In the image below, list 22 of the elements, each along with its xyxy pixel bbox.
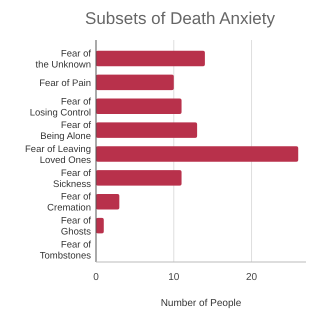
- y-tick-label: Fear of Cremation: [47, 192, 92, 214]
- bar: [96, 170, 182, 186]
- bar: [96, 146, 298, 162]
- bar: [96, 50, 205, 66]
- y-tick-label: Fear of Tombstones: [40, 239, 92, 262]
- y-tick-label: Fear of Ghosts: [60, 216, 92, 238]
- x-tick-label: 10: [168, 272, 180, 283]
- bar: [96, 218, 104, 234]
- y-tick-label: Fear of the Unknown: [36, 48, 92, 71]
- y-tick-label: Fear of Being Alone: [40, 120, 92, 142]
- y-tick-label: Fear of Sickness: [52, 168, 92, 190]
- bar: [96, 122, 198, 138]
- x-tick-label: 20: [246, 272, 258, 283]
- bar: [96, 194, 120, 210]
- x-axis-title: Number of People: [160, 298, 242, 309]
- y-tick-label: Fear of Leaving Loved Ones: [24, 144, 92, 166]
- y-tick-label: Fear of Pain: [39, 78, 91, 89]
- chart-title: Subsets of Death Anxiety: [85, 9, 276, 28]
- bar: [96, 74, 174, 90]
- bar: [96, 98, 182, 114]
- y-tick-label: Fear of Losing Control: [30, 96, 92, 118]
- x-tick-label: 0: [93, 272, 100, 283]
